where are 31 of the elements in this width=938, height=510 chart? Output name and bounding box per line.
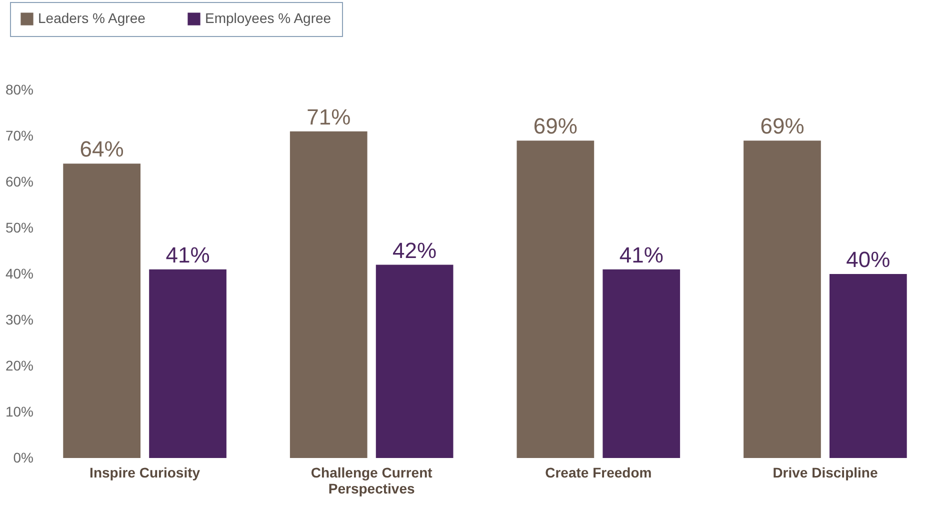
bar (149, 269, 226, 458)
y-tick-label: 0% (13, 450, 34, 466)
legend-label: Employees % Agree (205, 10, 332, 26)
y-tick-label: 40% (5, 266, 34, 282)
data-label: 42% (392, 238, 437, 263)
data-label: 69% (533, 114, 578, 139)
bar (602, 269, 680, 458)
bar (744, 140, 821, 458)
data-label: 41% (619, 242, 664, 268)
x-tick-label: Drive Discipline (772, 464, 878, 480)
x-tick-label: Inspire Curiosity (90, 464, 200, 480)
data-label: 41% (166, 242, 210, 268)
y-tick-label: 80% (5, 82, 34, 98)
data-label: 64% (80, 136, 124, 162)
bar (376, 264, 454, 458)
data-label: 69% (760, 114, 804, 139)
x-tick-label: Create Freedom (545, 464, 652, 480)
bar (63, 164, 140, 458)
data-label: 40% (846, 247, 890, 272)
bar (290, 131, 368, 458)
y-tick-label: 10% (5, 404, 34, 420)
bar (830, 274, 907, 458)
data-label: 71% (306, 104, 351, 130)
bar (516, 140, 594, 458)
y-tick-label: 50% (5, 220, 34, 236)
y-tick-label: 20% (5, 358, 34, 374)
legend-label: Leaders % Agree (38, 10, 146, 26)
y-tick-label: 60% (5, 174, 34, 190)
x-tick-label: Challenge Current Perspectives (310, 464, 433, 496)
y-tick-label: 30% (5, 312, 34, 328)
y-tick-label: 70% (5, 128, 34, 144)
